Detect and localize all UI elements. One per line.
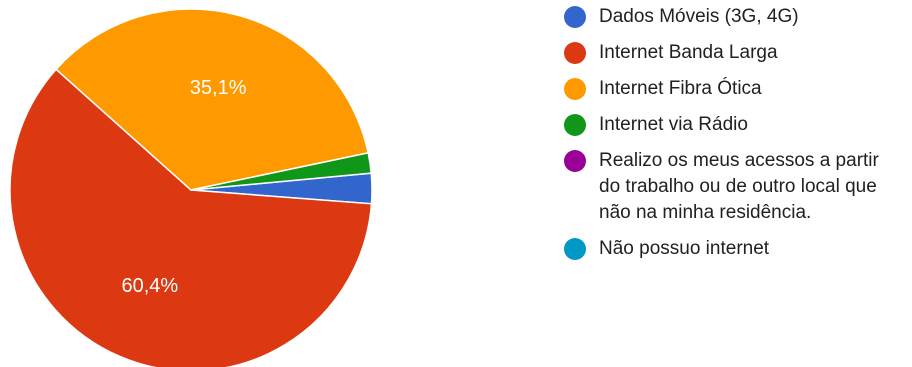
- legend-item-banda-larga[interactable]: Internet Banda Larga: [564, 40, 904, 66]
- legend-swatch-icon: [564, 114, 586, 136]
- legend-item-trabalho-outro-local[interactable]: Realizo os meus acessos a partir do trab…: [564, 148, 904, 226]
- legend-label: Não possuo internet: [599, 238, 770, 259]
- legend-item-dados-moveis[interactable]: Dados Móveis (3G, 4G): [564, 4, 904, 30]
- data-label-internet-banda-larga: 60,4%: [121, 275, 178, 297]
- legend-swatch-icon: [564, 238, 586, 260]
- pie-slice-internet-via-radio[interactable]: [190, 152, 373, 191]
- legend-label: Realizo os meus acessos a partir do trab…: [599, 150, 879, 223]
- pie-slices: [9, 8, 373, 367]
- legend-item-via-radio[interactable]: Internet via Rádio: [564, 112, 904, 138]
- legend-label: Dados Móveis (3G, 4G): [599, 6, 799, 27]
- data-label-internet-fibra-otica: 35,1%: [190, 77, 247, 99]
- pie-chart: 60,4% 35,1%: [9, 8, 373, 367]
- legend-swatch-icon: [564, 78, 586, 100]
- chart-legend: Dados Móveis (3G, 4G) Internet Banda Lar…: [564, 4, 904, 272]
- legend-item-sem-internet[interactable]: Não possuo internet: [564, 236, 904, 262]
- pie-slice-internet-fibra-otica[interactable]: [55, 8, 370, 191]
- legend-swatch-icon: [564, 6, 586, 28]
- legend-label: Internet Fibra Ótica: [599, 78, 762, 99]
- legend-item-fibra-otica[interactable]: Internet Fibra Ótica: [564, 76, 904, 102]
- legend-swatch-icon: [564, 150, 586, 172]
- legend-swatch-icon: [564, 42, 586, 64]
- pie-slice-internet-banda-larga[interactable]: [9, 68, 373, 367]
- legend-label: Internet Banda Larga: [599, 42, 778, 63]
- pie-data-labels: 60,4% 35,1%: [121, 77, 246, 297]
- legend-label: Internet via Rádio: [599, 114, 748, 135]
